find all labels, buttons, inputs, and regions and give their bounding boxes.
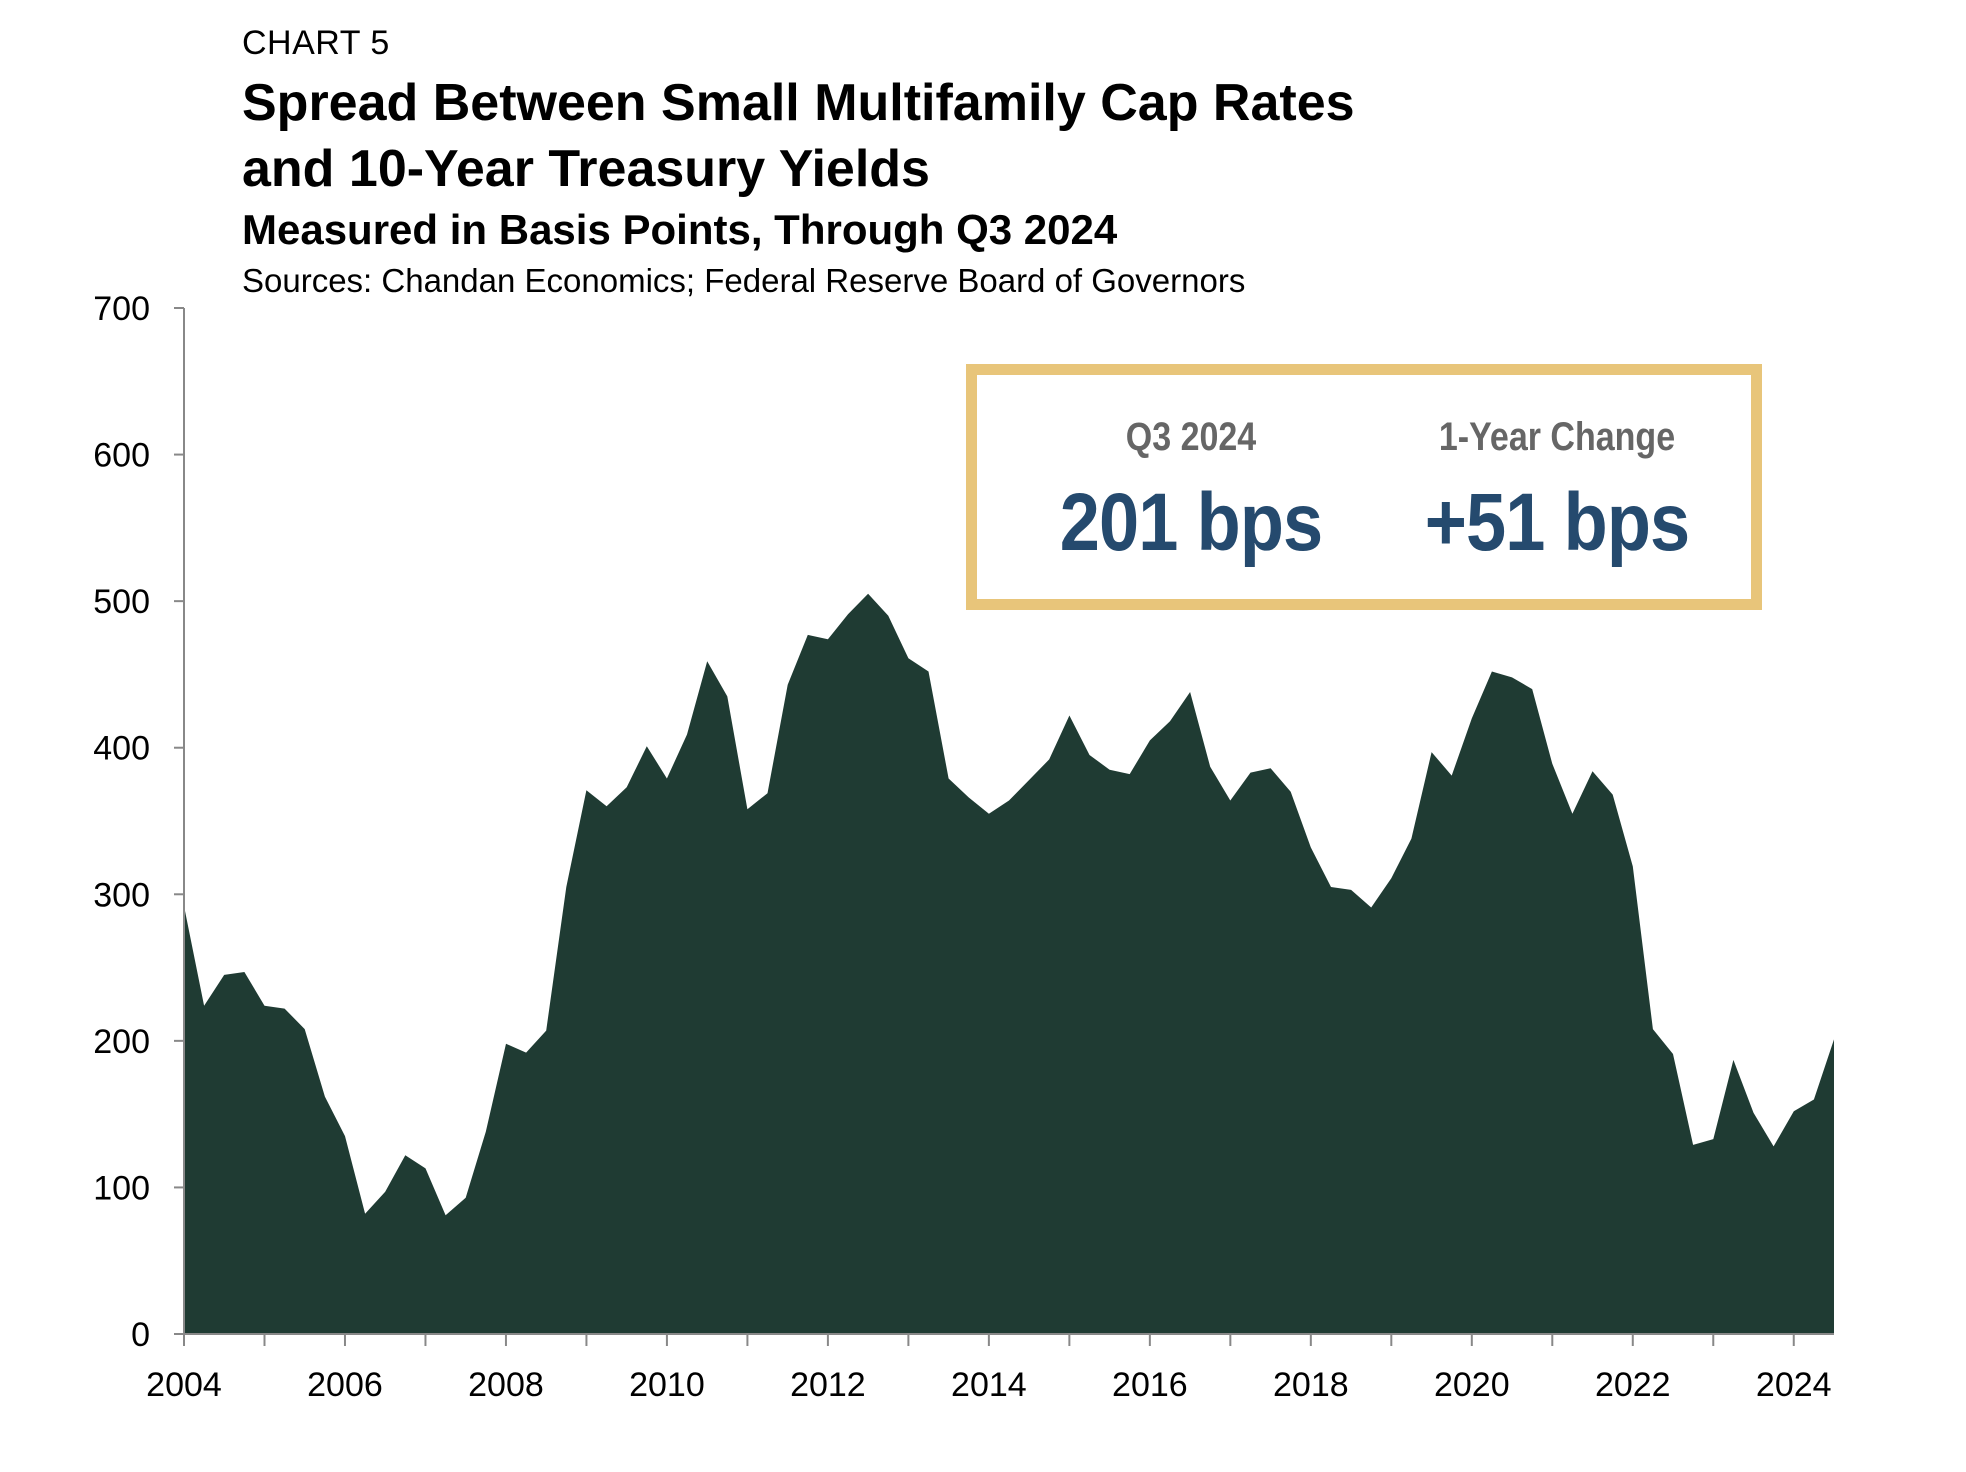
- y-tick-label: 400: [93, 730, 150, 768]
- x-tick-label: 2022: [1595, 1366, 1671, 1404]
- summary-callout: Q3 2024 201 bps 1-Year Change +51 bps: [966, 364, 1762, 610]
- title-line-1: Spread Between Small Multifamily Cap Rat…: [242, 74, 1355, 132]
- x-tick-label: 2018: [1273, 1366, 1349, 1404]
- chart-subtitle: Measured in Basis Points, Through Q3 202…: [242, 206, 1118, 253]
- y-tick-label: 500: [93, 583, 150, 621]
- x-tick-label: 2020: [1434, 1366, 1510, 1404]
- x-tick-label: 2014: [951, 1366, 1027, 1404]
- spread-area: [184, 593, 1834, 1334]
- y-tick-label: 200: [93, 1023, 150, 1061]
- x-tick-label: 2016: [1112, 1366, 1188, 1404]
- x-tick-label: 2010: [629, 1366, 705, 1404]
- chart-number: CHART 5: [242, 24, 390, 62]
- y-tick-label: 600: [93, 437, 150, 475]
- y-tick-label: 300: [93, 876, 150, 914]
- callout-change-value: +51 bps: [1424, 477, 1690, 568]
- callout-current: Q3 2024 201 bps: [1021, 415, 1361, 570]
- x-tick-label: 2008: [468, 1366, 544, 1404]
- y-tick-label: 700: [93, 290, 150, 328]
- axis-layer: 0 100 200 300 400 500 600 700 2004 2006 2008 2010 20…: [93, 290, 1834, 1404]
- y-tick-label: 100: [93, 1169, 150, 1207]
- x-tick-label: 2006: [307, 1366, 383, 1404]
- chart-sources: Sources: Chandan Economics; Federal Rese…: [242, 262, 1246, 299]
- callout-change: 1-Year Change +51 bps: [1387, 415, 1727, 570]
- y-tick-label: 0: [131, 1316, 150, 1354]
- callout-current-value: 201 bps: [1059, 477, 1323, 568]
- title-line-2: and 10-Year Treasury Yields: [242, 140, 930, 198]
- x-tick-label: 2004: [146, 1366, 222, 1404]
- callout-change-label: 1-Year Change: [1438, 415, 1676, 459]
- chart-title: Spread Between Small Multifamily Cap Rat…: [242, 70, 1742, 202]
- x-tick-label: 2012: [790, 1366, 866, 1404]
- x-tick-label: 2024: [1756, 1366, 1832, 1404]
- area-layer: [184, 593, 1834, 1334]
- callout-current-label: Q3 2024: [1125, 415, 1257, 459]
